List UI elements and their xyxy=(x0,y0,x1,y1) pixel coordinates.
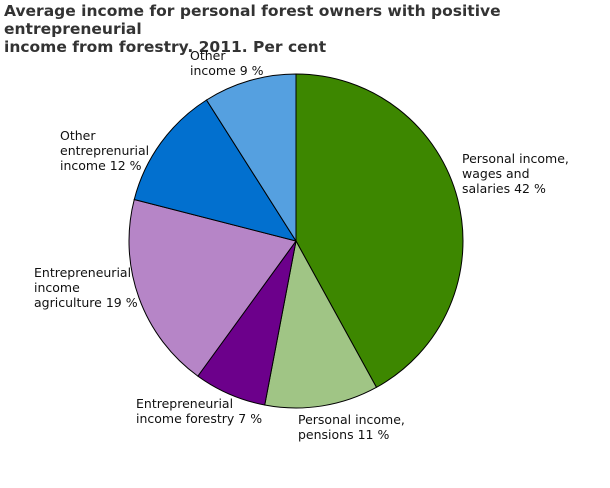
pie-slice xyxy=(205,73,297,243)
slice-label-line: Other xyxy=(190,48,226,63)
slice-label-line: entreprenurial xyxy=(60,143,149,158)
chart-title: Average income for personal forest owner… xyxy=(4,2,501,56)
pie-slice xyxy=(128,198,297,377)
slice-label-line: Entrepreneurial xyxy=(34,265,131,280)
slice-label-line: income xyxy=(34,280,80,295)
slice-label-line: income 9 % xyxy=(190,63,264,78)
slice-label-line: Entrepreneurial xyxy=(136,396,233,411)
slice-label: Entrepreneurial income forestry 7 % xyxy=(136,396,262,426)
pie-slices xyxy=(128,73,464,409)
slice-label-line: pensions 11 % xyxy=(298,427,389,442)
slice-label: Personal income, pensions 11 % xyxy=(298,412,405,442)
slice-label: Other entreprenurial income 12 % xyxy=(60,128,149,173)
pie-slice xyxy=(264,239,378,409)
pie-slice xyxy=(295,73,464,389)
slice-label: Other income 9 % xyxy=(190,48,264,78)
slice-label-line: wages and xyxy=(462,166,530,181)
slice-label-line: salaries 42 % xyxy=(462,181,546,196)
slice-label-line: Personal income, xyxy=(298,412,405,427)
slice-label-line: Other xyxy=(60,128,96,143)
slice-label: Personal income, wages and salaries 42 % xyxy=(462,151,569,196)
slice-label-line: agriculture 19 % xyxy=(34,295,138,310)
slice-label: Entrepreneurial income agriculture 19 % xyxy=(34,265,138,310)
slice-label-line: income 12 % xyxy=(60,158,142,173)
pie-slice xyxy=(133,99,298,242)
slice-label-line: income forestry 7 % xyxy=(136,411,262,426)
slice-label-line: Personal income, xyxy=(462,151,569,166)
pie-labels: Personal income, wages and salaries 42 %Pe… xyxy=(34,48,569,442)
